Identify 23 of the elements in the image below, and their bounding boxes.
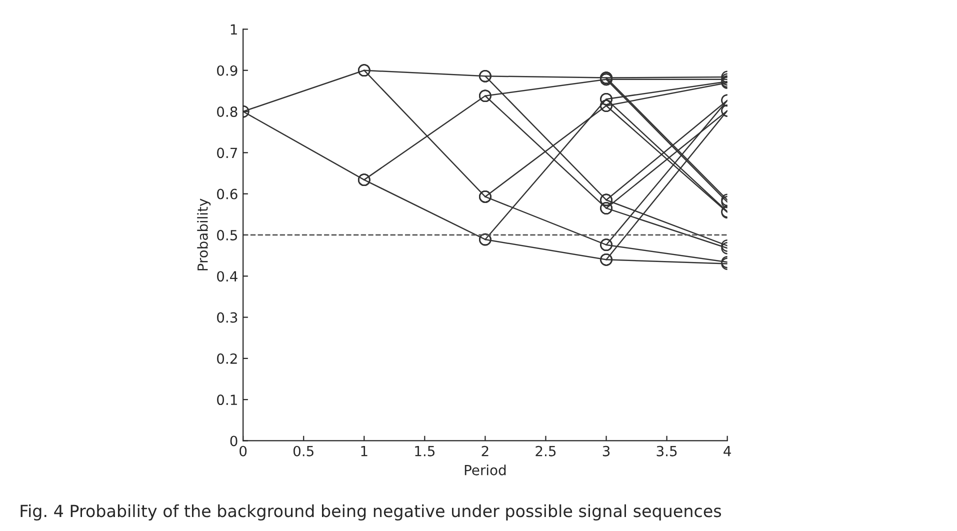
y-tick-label: 0 <box>230 436 238 446</box>
x-tick-label: 1.5 <box>415 446 434 456</box>
y-tick-label: 0.8 <box>217 106 238 117</box>
y-tick-label: 0.3 <box>217 312 238 323</box>
y-axis-title: Probability <box>197 198 211 270</box>
y-tick-label: 0.2 <box>217 353 237 364</box>
x-tick-label: 0.5 <box>293 446 314 456</box>
y-tick-label: 0.4 <box>217 271 238 282</box>
x-tick-label: 1 <box>361 446 368 456</box>
y-tick-label: 0.7 <box>217 148 238 158</box>
x-tick-label: 0 <box>240 446 247 456</box>
x-tick-label: 4 <box>724 446 731 456</box>
caption: Fig. 4 Probability of the background being negative under possible signal sequences <box>20 504 722 520</box>
y-tick-label: 0.9 <box>217 65 238 76</box>
x-tick-label: 3 <box>602 446 610 456</box>
y-tick-label: 1 <box>230 24 237 34</box>
x-axis-title: Period <box>464 464 506 476</box>
x-tick-label: 2.5 <box>536 446 556 456</box>
y-tick-label: 0.1 <box>217 394 237 406</box>
x-tick-label: 3.5 <box>656 446 677 456</box>
y-tick-label: 0.5 <box>217 230 238 240</box>
x-tick-label: 2 <box>482 446 488 456</box>
y-tick-label: 0.6 <box>217 188 238 200</box>
